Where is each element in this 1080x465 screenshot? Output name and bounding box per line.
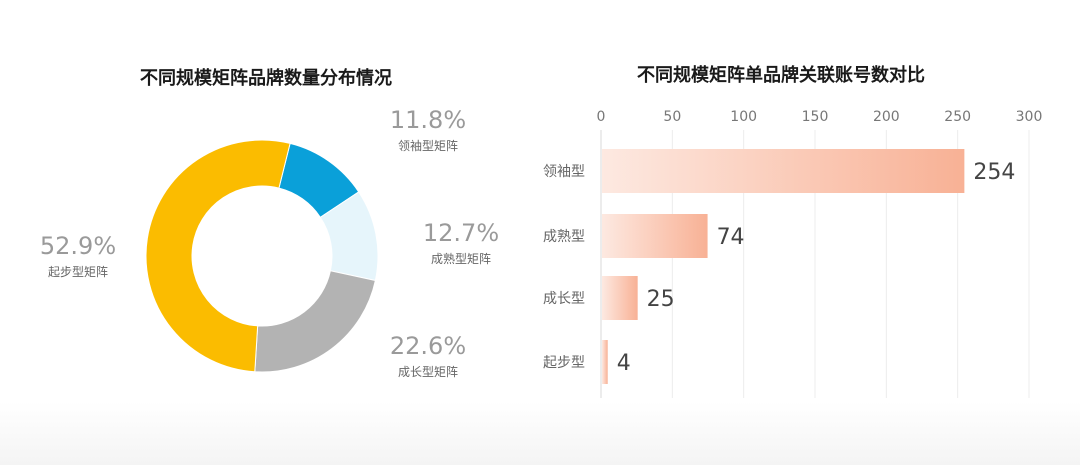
bar-chart: 0 50 100 150 200 250 300 领袖型 254 成熟型 74 成长型 25 起步型 4: [543, 109, 1043, 398]
x-tick-label: 100: [730, 109, 757, 125]
slice-name-label: 起步型矩阵: [48, 265, 108, 279]
value-label: 4: [617, 351, 631, 376]
donut-chart-title: 不同规模矩阵品牌数量分布情况: [140, 68, 392, 89]
x-tick-label: 200: [873, 109, 900, 125]
slice-percent-label: 12.7%: [423, 219, 499, 247]
category-label: 起步型: [543, 355, 585, 371]
value-label: 74: [717, 225, 745, 250]
x-tick-label: 250: [944, 109, 971, 125]
bar: [602, 214, 708, 258]
slice-percent-label: 22.6%: [390, 332, 466, 360]
bar: [602, 149, 965, 193]
category-label: 成长型: [543, 291, 585, 307]
bar: [602, 276, 638, 320]
value-label: 254: [973, 160, 1015, 185]
slice-percent-label: 11.8%: [390, 106, 466, 134]
footer-band: [0, 402, 1080, 465]
donut-chart: 11.8% 领袖型矩阵 12.7% 成熟型矩阵 22.6% 成长型矩阵 52.9% 起步型矩阵: [40, 106, 499, 379]
donut-panel: 不同规模矩阵品牌数量分布情况 11.8% 领袖型矩阵 12.7% 成熟型矩阵 22.6%…: [40, 68, 499, 379]
x-tick-label: 0: [597, 109, 606, 125]
category-label: 成熟型: [543, 229, 585, 245]
slice-name-label: 领袖型矩阵: [398, 138, 458, 153]
slice-percent-label: 52.9%: [40, 232, 116, 260]
x-tick-label: 300: [1016, 109, 1043, 125]
bar-panel: 不同规模矩阵单品牌关联账号数对比 0 50 100 150 200 250 300 领袖型 25…: [540, 0, 1080, 465]
value-label: 25: [647, 287, 675, 312]
slice-name-label: 成长型矩阵: [398, 365, 458, 379]
bar-chart-title: 不同规模矩阵单品牌关联账号数对比: [637, 65, 925, 86]
category-label: 领袖型: [543, 164, 585, 180]
slice-name-label: 成熟型矩阵: [431, 251, 491, 266]
x-tick-label: 50: [663, 109, 681, 125]
donut-slice: [145, 139, 291, 373]
x-tick-label: 150: [802, 109, 829, 125]
bar: [602, 340, 608, 384]
donut-slice: [254, 270, 376, 373]
